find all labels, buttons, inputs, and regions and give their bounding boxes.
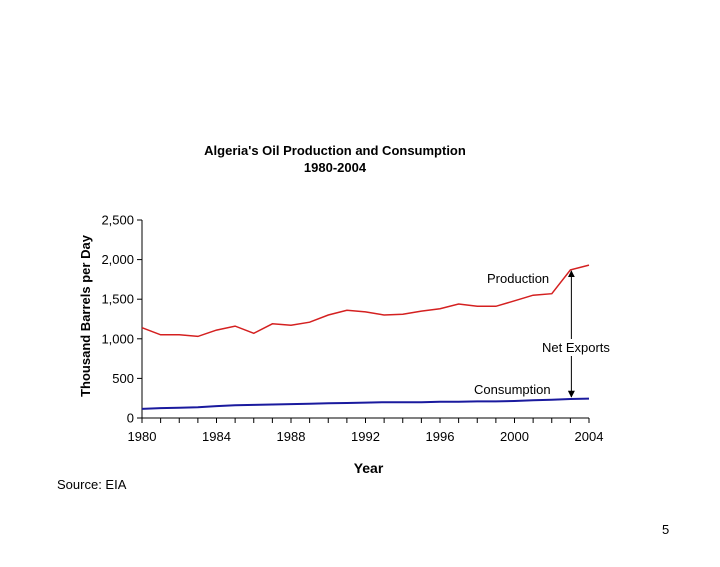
y-tick-label: 1,500 xyxy=(101,292,134,307)
page-number: 5 xyxy=(662,522,670,537)
chart-title: Algeria's Oil Production and Consumption xyxy=(204,143,466,158)
x-tick-label: 2000 xyxy=(500,429,529,444)
source-note: Source: EIA xyxy=(57,477,127,492)
production-label: Production xyxy=(487,271,549,286)
net-exports-label: Net Exports xyxy=(542,340,610,355)
y-tick-label: 500 xyxy=(112,371,134,386)
x-tick-label: 1984 xyxy=(202,429,231,444)
series-line-production xyxy=(141,264,590,338)
x-tick-label: 2004 xyxy=(575,429,604,444)
x-tick-label: 1988 xyxy=(277,429,306,444)
consumption-label: Consumption xyxy=(474,382,551,397)
y-tick-label: 2,000 xyxy=(101,252,134,267)
x-tick-label: 1996 xyxy=(426,429,455,444)
x-axis-title: Year xyxy=(354,460,384,476)
x-tick-label: 1992 xyxy=(351,429,380,444)
x-tick-label: 1980 xyxy=(128,429,157,444)
series-line-consumption xyxy=(141,397,590,410)
y-tick-label: 2,500 xyxy=(101,213,134,228)
y-tick-label: 1,000 xyxy=(101,331,134,346)
chart-subtitle: 1980-2004 xyxy=(303,160,367,175)
net-exports-label-bg xyxy=(539,339,615,356)
y-axis-title: Thousand Barrels per Day xyxy=(78,234,93,397)
chart-title-block: Algeria's Oil Production and Consumption… xyxy=(150,142,520,176)
y-tick-label: 0 xyxy=(127,411,134,426)
